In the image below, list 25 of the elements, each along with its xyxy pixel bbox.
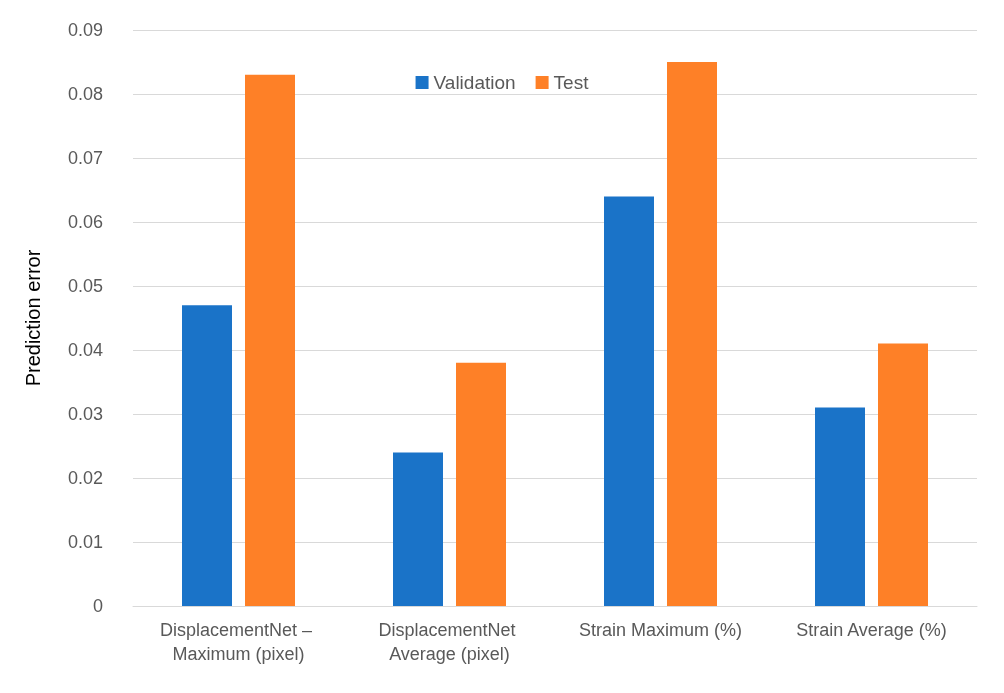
bar <box>456 362 506 606</box>
y-tick-label: 0.03 <box>67 404 103 424</box>
y-tick-label: 0.04 <box>67 340 103 360</box>
y-tick-label: 0.05 <box>67 276 103 296</box>
y-axis-title: Prediction error <box>22 249 44 387</box>
y-tick-label: 0.02 <box>67 468 103 488</box>
bar <box>245 74 295 606</box>
y-tick-label: 0 <box>92 596 103 616</box>
bar <box>604 196 654 606</box>
bar <box>182 305 232 606</box>
y-tick-label: 0.07 <box>67 148 103 168</box>
legend-label: Test <box>553 72 590 93</box>
y-tick-label: 0.06 <box>67 212 103 232</box>
y-tick-label: 0.08 <box>67 84 103 104</box>
bar <box>393 452 443 606</box>
bar <box>667 62 717 606</box>
x-tick-label: DisplacementNet Average (pixel) <box>378 620 521 664</box>
y-tick-label: 0.09 <box>67 20 103 40</box>
bar <box>815 407 865 606</box>
x-tick-label: DisplacementNet – Maximum (pixel) <box>159 620 318 664</box>
y-tick-label: 0.01 <box>67 532 103 552</box>
bar <box>878 343 928 606</box>
legend-label: Validation <box>433 72 516 93</box>
x-tick-label: Strain Average (%) <box>796 620 947 640</box>
x-tick-label: Strain Maximum (%) <box>578 620 743 640</box>
